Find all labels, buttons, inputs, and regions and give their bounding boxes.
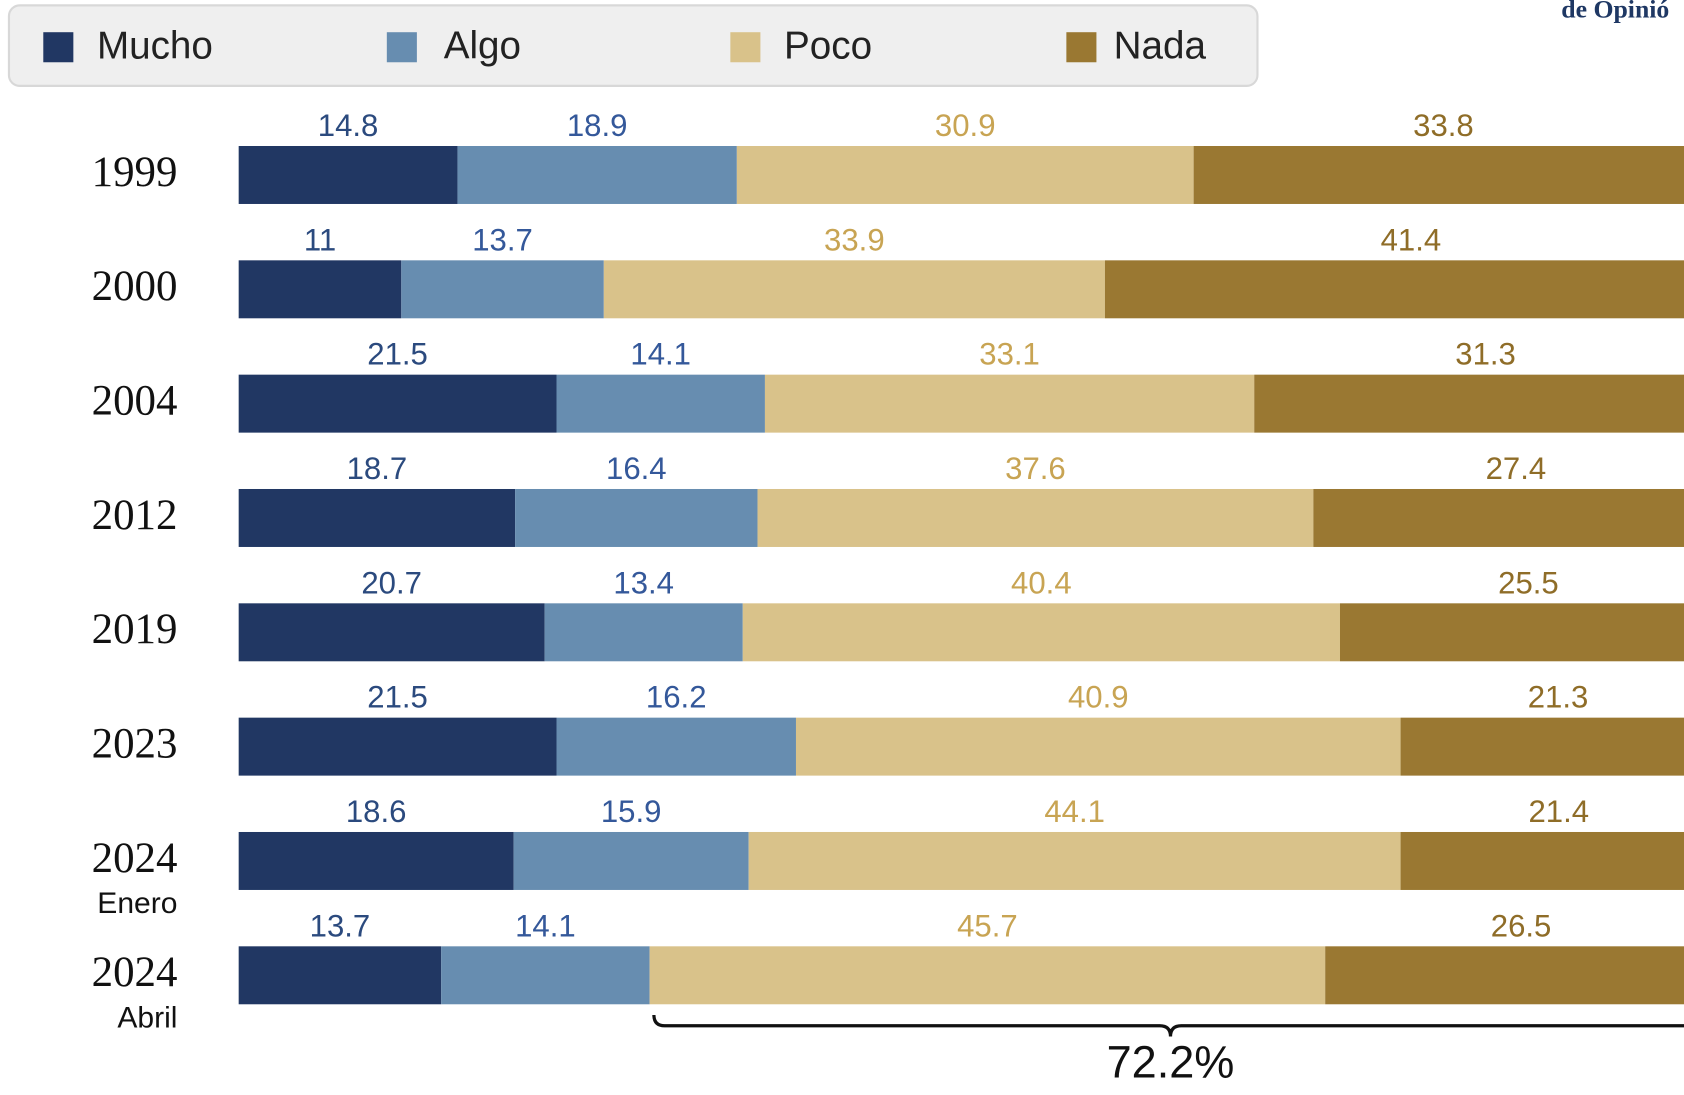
- bar-segment: [441, 946, 650, 1005]
- value-label: 44.1: [1044, 794, 1105, 829]
- legend-swatch: [43, 32, 74, 63]
- value-label: 33.8: [1413, 108, 1474, 143]
- bar-segment: [1339, 603, 1684, 662]
- value-label: 14.1: [515, 908, 576, 943]
- bar-segment: [742, 603, 1340, 662]
- value-label: 14.8: [318, 108, 379, 143]
- bar-segment: [238, 603, 545, 662]
- value-label: 20.7: [361, 565, 422, 600]
- value-label: 45.7: [957, 908, 1018, 943]
- legend-label: Mucho: [97, 25, 213, 68]
- bar-segment: [1400, 717, 1684, 776]
- bar-segment: [757, 488, 1314, 547]
- value-label: 26.5: [1491, 908, 1552, 943]
- bar-segment: [764, 374, 1255, 433]
- legend-swatch: [386, 32, 417, 63]
- category-label: 2019: [92, 606, 178, 653]
- value-label: 13.4: [613, 565, 674, 600]
- category-label: 2023: [92, 721, 178, 768]
- category-note: Enero: [97, 887, 177, 920]
- bar-segment: [556, 717, 796, 776]
- value-label: 30.9: [935, 108, 996, 143]
- category-label: 2004: [92, 378, 178, 425]
- brace: [652, 1014, 1684, 1037]
- bar-segment: [1193, 146, 1684, 204]
- value-label: 15.9: [601, 794, 662, 829]
- value-label: 21.5: [367, 337, 428, 372]
- value-label: 37.6: [1005, 451, 1066, 486]
- value-label: 16.4: [606, 451, 667, 486]
- value-label: 18.7: [347, 451, 408, 486]
- bar-segment: [515, 488, 758, 547]
- bar-segment: [513, 831, 749, 890]
- annotation: 72.2%: [1107, 1036, 1235, 1087]
- value-label: 18.9: [567, 108, 628, 143]
- bar-segment: [649, 946, 1326, 1005]
- bar-segment: [238, 260, 402, 319]
- legend-box: [7, 4, 1259, 87]
- bar-segment: [238, 717, 557, 776]
- value-label: 40.9: [1068, 680, 1129, 715]
- value-label: 31.3: [1455, 337, 1516, 372]
- value-label: 40.4: [1011, 565, 1072, 600]
- legend-label: Nada: [1114, 25, 1207, 68]
- legend-label: Algo: [444, 25, 521, 68]
- bar-segment: [1104, 260, 1684, 319]
- bar-segment: [238, 146, 458, 204]
- bar-segment: [795, 717, 1401, 776]
- bar-segment: [238, 374, 557, 433]
- value-label: 33.1: [979, 337, 1040, 372]
- value-label: 21.4: [1528, 794, 1589, 829]
- bar-segment: [1400, 831, 1684, 890]
- bar-segment: [1254, 374, 1684, 433]
- value-label: 25.5: [1498, 565, 1559, 600]
- category-label: 2000: [92, 263, 178, 310]
- value-label: 41.4: [1381, 222, 1442, 257]
- category-label: 2012: [92, 492, 178, 539]
- bar-segment: [238, 831, 514, 890]
- value-label: 16.2: [646, 680, 707, 715]
- bar-segment: [1325, 946, 1684, 1005]
- bar-segment: [457, 146, 737, 204]
- legend-label: Poco: [784, 25, 872, 68]
- category-label: 2024: [92, 949, 178, 996]
- legend-swatch: [1066, 32, 1097, 63]
- bar-segment: [736, 146, 1194, 204]
- category-note: Abril: [117, 1001, 177, 1034]
- category-label: 1999: [92, 149, 178, 196]
- value-label: 27.4: [1486, 451, 1547, 486]
- bar-segment: [603, 260, 1105, 319]
- category-label: 2024: [92, 835, 178, 882]
- bar-segment: [238, 488, 516, 547]
- bar-segment: [1313, 488, 1684, 547]
- bar-segment: [401, 260, 604, 319]
- bar-segment: [544, 603, 743, 662]
- bar-segment: [748, 831, 1401, 890]
- value-label: 13.7: [310, 908, 371, 943]
- value-label: 11: [304, 222, 336, 257]
- bar-segment: [238, 946, 442, 1005]
- value-label: 21.5: [367, 680, 428, 715]
- bar-segment: [556, 374, 765, 433]
- value-label: 14.1: [630, 337, 691, 372]
- value-label: 18.6: [346, 794, 407, 829]
- legend-swatch: [730, 32, 761, 63]
- value-label: 33.9: [824, 222, 885, 257]
- value-label: 13.7: [472, 222, 533, 257]
- source-text: de Opinió: [1561, 0, 1669, 24]
- value-label: 21.3: [1528, 680, 1589, 715]
